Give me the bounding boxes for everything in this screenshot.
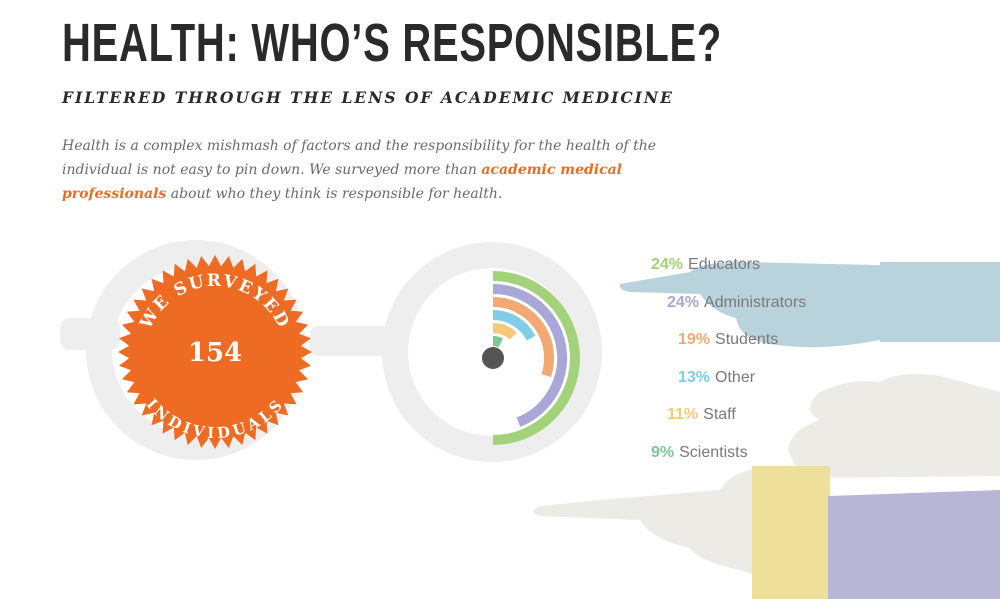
radial-bar-educators: [492, 271, 580, 445]
radial-bar-chart: [482, 271, 580, 445]
radial-bar-scientists: [492, 336, 503, 348]
bottom-hand-icon: [533, 468, 790, 575]
badge-starburst: [118, 255, 312, 449]
blue-sleeve: [880, 262, 1000, 342]
middle-hand-icon: [788, 374, 1000, 478]
badge-number: 154: [188, 338, 242, 368]
pointing-hands-illustration: [533, 262, 1000, 599]
intro-highlight: academic medical professionals: [62, 162, 622, 202]
purple-sleeve: [828, 490, 1000, 599]
radial-bar-administrators: [492, 283, 568, 427]
radial-bar-staff: [492, 323, 517, 340]
intro-text: Health is a complex mishmash of factors …: [62, 138, 657, 178]
page-title: HEALTH: WHO’S RESPONSIBLE?: [62, 13, 723, 73]
intro-paragraph: Health is a complex mishmash of factors …: [62, 134, 702, 206]
page-subtitle: FILTERED THROUGH THE LENS OF ACADEMIC ME…: [62, 88, 674, 107]
intro-text-end: about who they think is responsible for …: [166, 186, 503, 202]
glasses-bridge: [310, 326, 390, 356]
yellow-sleeve: [752, 466, 830, 599]
radial-bar-students: [492, 297, 555, 378]
glasses-right-lens: [382, 242, 602, 462]
radial-bar-other: [492, 310, 536, 341]
chart-center-dot: [482, 347, 504, 369]
